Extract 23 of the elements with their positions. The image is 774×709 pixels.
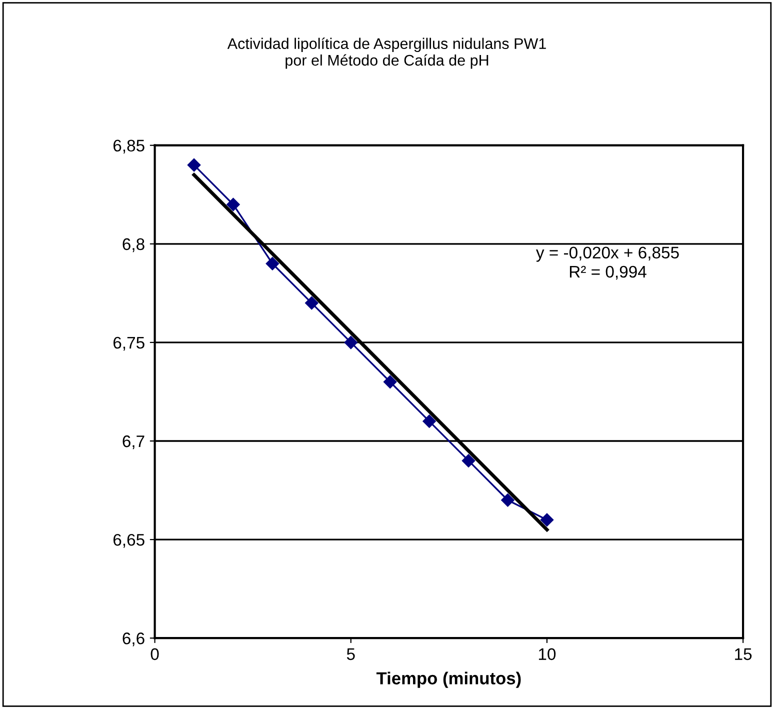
x-tick-label: 15: [735, 648, 752, 660]
point: [384, 375, 397, 388]
y-tick-label: 6,6: [122, 632, 144, 646]
y-tick-label: 6,7: [122, 435, 144, 450]
point: [344, 336, 358, 350]
y-tick-label: 6,75: [113, 336, 144, 351]
chart-title: Actividad lipolítica de Aspergillus nidulans PW1 por el Método de Caída de pH: [227, 38, 546, 69]
point: [266, 257, 280, 270]
point: [501, 494, 514, 507]
point: [187, 158, 201, 172]
point: [305, 296, 318, 310]
y-tick-label: 6,8: [122, 238, 144, 252]
annotation: y = -0,020x + 6,855 R² = 0,994: [536, 246, 679, 280]
point: [462, 454, 476, 468]
x-tick-label: 5: [346, 648, 355, 660]
point: [422, 414, 436, 428]
y-tick-label: 6,65: [113, 534, 144, 548]
x-axis-title: Tiempo (minutos): [376, 672, 521, 688]
point: [540, 513, 554, 526]
y-tick-label: 6,85: [113, 140, 144, 154]
x-tick-label: 0: [150, 648, 159, 660]
point: [226, 198, 240, 212]
x-tick-label: 10: [538, 648, 556, 660]
